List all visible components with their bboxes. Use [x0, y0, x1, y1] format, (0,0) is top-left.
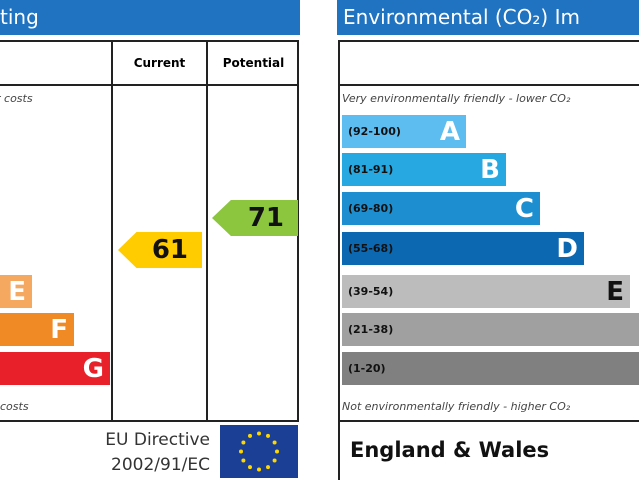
environmental-frame	[338, 40, 639, 480]
band-range: (81-91)	[348, 163, 394, 176]
col-line	[111, 40, 113, 422]
top-note: r costs	[0, 92, 33, 105]
band-letter: E	[8, 276, 26, 307]
environmental-band: (1-20)	[342, 352, 639, 385]
energy-frame	[0, 40, 299, 422]
band-letter: G	[82, 353, 104, 384]
top-note: Very environmentally friendly - lower CO…	[342, 92, 571, 105]
row-line	[338, 420, 639, 422]
environmental-header: Environmental (CO₂) Im	[337, 0, 639, 35]
potential-rating: 71	[212, 200, 298, 236]
eu-star	[272, 440, 277, 445]
eu-star	[266, 465, 270, 470]
eu-star	[239, 449, 243, 454]
column-header: Potential	[222, 56, 285, 70]
eu-star	[248, 465, 252, 470]
eu-star	[275, 449, 279, 454]
column-header: Current	[133, 56, 186, 70]
directive-line: EU Directive	[105, 430, 210, 450]
energy-band: F	[0, 313, 74, 346]
current-rating: 61	[118, 232, 202, 268]
energy-header: ting	[0, 0, 300, 35]
environmental-band: (69-80) C	[342, 192, 540, 225]
environmental-band: (21-38)	[342, 313, 639, 346]
footer: England & Wales	[350, 438, 550, 462]
eu-star	[248, 433, 252, 438]
bottom-note: Not environmentally friendly - higher CO…	[342, 400, 571, 413]
band-letter: A	[439, 116, 460, 147]
eu-star	[241, 440, 246, 445]
band-range: (55-68)	[348, 242, 394, 255]
row-line	[338, 84, 639, 86]
environmental-band: (81-91) B	[342, 153, 506, 186]
band-letter: E	[606, 276, 624, 307]
band-letter: F	[50, 314, 68, 345]
directive: EU Directive 2002/91/EC	[60, 428, 210, 478]
environmental-band: (39-54) E	[342, 275, 630, 308]
band-range: (39-54)	[348, 285, 394, 298]
bottom-note: costs	[0, 400, 29, 413]
environmental-band: (55-68) D	[342, 232, 584, 265]
col-line	[206, 40, 208, 422]
band-letter: C	[514, 193, 534, 224]
row-line	[0, 84, 299, 86]
eu-star	[266, 433, 270, 438]
eu-flag	[220, 425, 298, 478]
band-range: (92-100)	[348, 125, 401, 138]
energy-band: E	[0, 275, 32, 308]
environmental-band: (92-100) A	[342, 115, 466, 148]
energy-band: G	[0, 352, 110, 385]
eu-star	[257, 431, 261, 436]
band-range: (1-20)	[348, 362, 386, 375]
directive-line: 2002/91/EC	[111, 455, 210, 475]
eu-star	[272, 458, 277, 463]
band-letter: B	[480, 154, 500, 185]
band-range: (69-80)	[348, 202, 394, 215]
band-range: (21-38)	[348, 323, 394, 336]
eu-star	[257, 467, 261, 472]
band-letter: D	[556, 233, 578, 264]
eu-star	[241, 458, 246, 463]
